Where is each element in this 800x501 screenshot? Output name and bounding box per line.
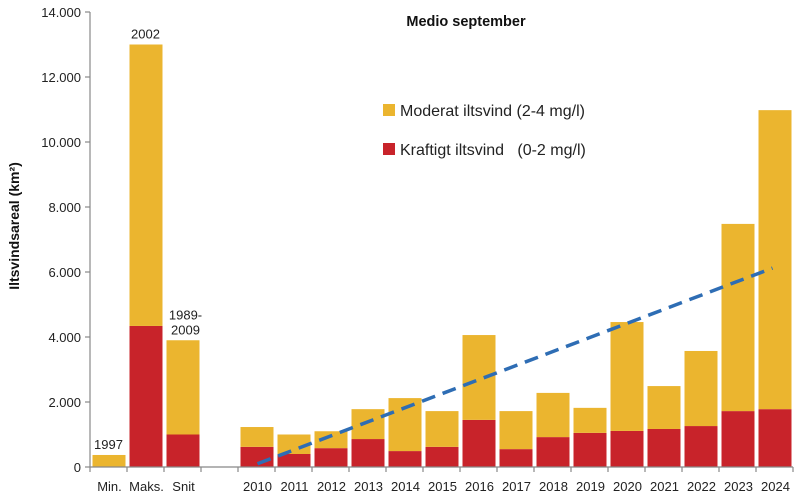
x-tick-label: 2014 (391, 479, 420, 494)
bar-moderat-2019 (573, 407, 607, 433)
bar-annotation: 2002 (131, 27, 160, 42)
bar-kraftigt-2018 (536, 437, 570, 467)
y-tick-label: 10.000 (41, 135, 81, 150)
x-tick-label: Maks. (129, 479, 164, 494)
x-tick-label: 2011 (281, 479, 309, 494)
bar-moderat-2013 (351, 409, 385, 440)
bar-moderat-2021 (647, 386, 681, 429)
bar-kraftigt-2011 (277, 454, 311, 467)
y-tick-label: 14.000 (41, 5, 81, 20)
trendline (256, 266, 774, 466)
bar-moderat-Maks. (129, 44, 163, 326)
bar-kraftigt-2010 (240, 446, 274, 467)
y-axis-label: Iltsvindsareal (km²) (6, 162, 22, 290)
y-tick-label: 0 (74, 460, 81, 475)
x-tick-label: Min. (97, 479, 122, 494)
bar-kraftigt-2023 (721, 411, 755, 467)
bar-kraftigt-2022 (684, 426, 718, 467)
y-tick-label: 4.000 (48, 330, 81, 345)
bar-moderat-2017 (499, 411, 533, 450)
bar-moderat-Snit (166, 340, 200, 435)
bar-moderat-2010 (240, 427, 274, 447)
bar-moderat-Min. (92, 454, 126, 467)
bar-kraftigt-Snit (166, 434, 200, 467)
bar-moderat-2018 (536, 392, 570, 438)
trendline-group (256, 266, 774, 466)
y-tick-label: 2.000 (48, 395, 81, 410)
bar-kraftigt-2016 (462, 419, 496, 467)
bar-moderat-2020 (610, 322, 644, 431)
x-tick-label: 2020 (613, 479, 642, 494)
bar-kraftigt-2021 (647, 428, 681, 467)
legend-label-moderat: Moderat iltsvind (2-4 mg/l) (400, 103, 585, 120)
x-tick-label: 2017 (502, 479, 531, 494)
bar-kraftigt-Maks. (129, 325, 163, 467)
bar-moderat-2022 (684, 350, 718, 427)
x-tick-label: 2023 (724, 479, 753, 494)
x-tick-label: Snit (172, 479, 195, 494)
legend-swatch-moderat (383, 104, 395, 116)
x-tick-label: 2022 (687, 479, 716, 494)
bar-kraftigt-2017 (499, 449, 533, 467)
bar-kraftigt-2020 (610, 430, 644, 467)
bar-moderat-2016 (462, 335, 496, 420)
chart-title: Medio september (406, 14, 526, 30)
bar-moderat-2012 (314, 431, 348, 449)
x-tick-label: 2013 (354, 479, 383, 494)
bars-group (92, 44, 792, 467)
legend-label-kraftigt: Kraftigt iltsvind (0-2 mg/l) (400, 142, 586, 159)
x-tick-label: 2015 (428, 479, 457, 494)
y-tick-label: 8.000 (48, 200, 81, 215)
bar-moderat-2023 (721, 223, 755, 412)
bar-kraftigt-2014 (388, 451, 422, 467)
x-tick-label: 2016 (465, 479, 494, 494)
bar-annotation: 1989- (169, 307, 202, 322)
x-tick-label: 2024 (761, 479, 790, 494)
bar-kraftigt-2013 (351, 439, 385, 467)
x-tick-label: 2021 (650, 479, 679, 494)
bar-kraftigt-2024 (758, 409, 792, 467)
legend: Moderat iltsvind (2-4 mg/l) Kraftigt ilt… (383, 103, 586, 159)
x-tick-label: 2010 (243, 479, 272, 494)
x-tick-label: 2019 (576, 479, 605, 494)
axes-group: 0 2.000 4.000 6.000 8.000 10.000 12.000 14.000 M… (41, 5, 794, 494)
y-tick-label: 12.000 (41, 70, 81, 85)
legend-swatch-kraftigt (383, 143, 395, 155)
annotations-group: 1997 2002 1989-2009 (94, 27, 202, 452)
bar-kraftigt-2015 (425, 446, 459, 467)
x-tick-label: 2012 (317, 479, 346, 494)
x-tick-label: 2018 (539, 479, 568, 494)
bar-moderat-2015 (425, 411, 459, 447)
y-tick-label: 6.000 (48, 265, 81, 280)
bar-kraftigt-2019 (573, 432, 607, 467)
bar-annotation: 1997 (94, 437, 123, 452)
bar-moderat-2024 (758, 110, 792, 410)
bar-annotation: 2009 (171, 322, 200, 337)
bar-moderat-2011 (277, 434, 311, 454)
bar-kraftigt-2012 (314, 448, 348, 467)
